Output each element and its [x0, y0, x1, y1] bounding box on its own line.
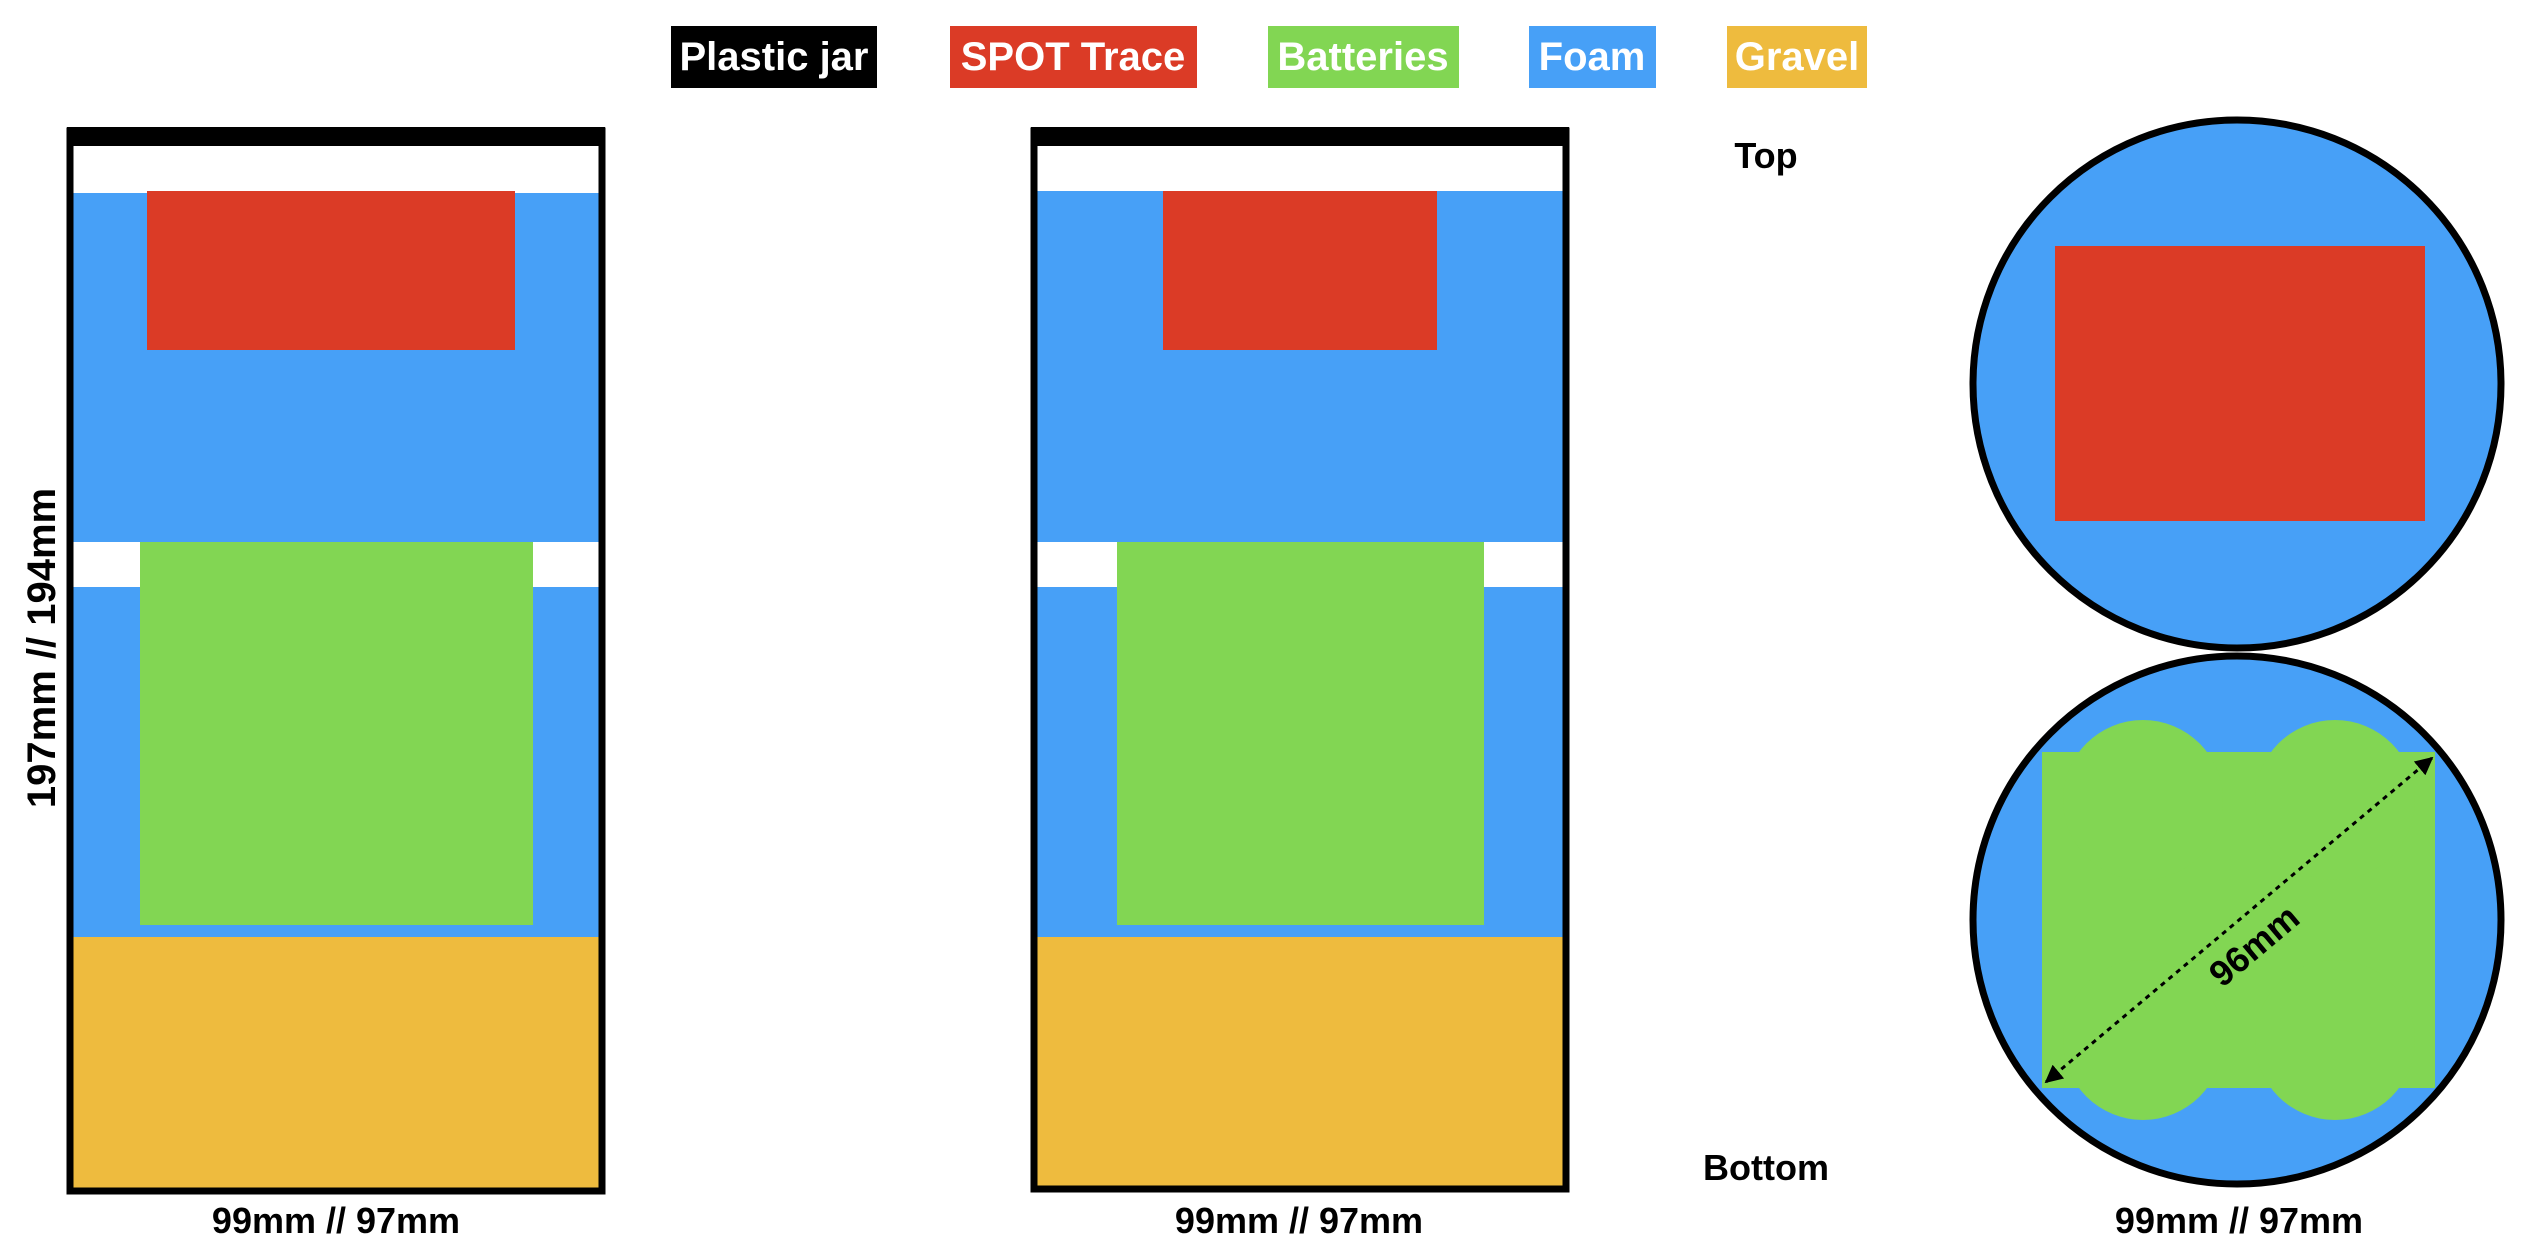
legend-swatch-gravel: [1727, 26, 1867, 88]
gravel-middle: [1036, 937, 1564, 1189]
battery-cell-bottom-right: [2255, 960, 2415, 1120]
legend-swatch-batteries: [1268, 26, 1459, 88]
diagonal-dimension-line: [2044, 756, 2434, 1084]
legend-item-foam: Foam: [1529, 26, 1656, 88]
battery-cell-bottom-left: [2063, 960, 2223, 1120]
jar-outline-bottom-view: [1969, 652, 2505, 1188]
spot-trace-left: [147, 191, 515, 350]
jar-section-middle: [1030, 127, 1570, 1193]
width-label-left: 99mm // 97mm: [212, 1200, 460, 1241]
batteries-middle: [1117, 542, 1484, 925]
width-label-middle: 99mm // 97mm: [1175, 1200, 1423, 1241]
legend-swatch-plastic-jar: [671, 26, 877, 88]
bottom-label: Bottom: [1703, 1147, 1829, 1188]
height-label: 197mm // 194mm: [20, 488, 64, 808]
legend-swatch-spot-trace: [950, 26, 1197, 88]
legend-label-foam: Foam: [1539, 35, 1646, 79]
legend-label-spot-trace: SPOT Trace: [961, 35, 1186, 79]
batteries-left: [140, 542, 533, 925]
legend-swatch-foam: [1529, 26, 1656, 88]
legend-label-batteries: Batteries: [1277, 35, 1448, 79]
legend: Plastic jar SPOT Trace Batteries Foam Gr…: [671, 26, 1867, 88]
legend-label-plastic-jar: Plastic jar: [679, 35, 868, 79]
top-view-circle: [1969, 116, 2505, 652]
jar-lid-left: [67, 127, 605, 146]
legend-item-batteries: Batteries: [1268, 26, 1459, 88]
spot-trace-middle: [1163, 191, 1437, 350]
battery-cell-top-left: [2063, 720, 2223, 880]
bottom-view-circle: 96mm: [1969, 652, 2505, 1188]
width-label-right: 99mm // 97mm: [2115, 1200, 2363, 1241]
top-label: Top: [1734, 135, 1797, 176]
legend-label-gravel: Gravel: [1735, 35, 1860, 79]
spot-trace-top-view: [2055, 246, 2425, 521]
legend-item-gravel: Gravel: [1727, 26, 1867, 88]
jar-lid-middle: [1031, 127, 1569, 146]
jar-section-left: [66, 127, 606, 1195]
gravel-left: [72, 937, 600, 1189]
legend-item-plastic-jar: Plastic jar: [671, 26, 877, 88]
legend-item-spot-trace: SPOT Trace: [950, 26, 1197, 88]
battery-cell-top-right: [2255, 720, 2415, 880]
